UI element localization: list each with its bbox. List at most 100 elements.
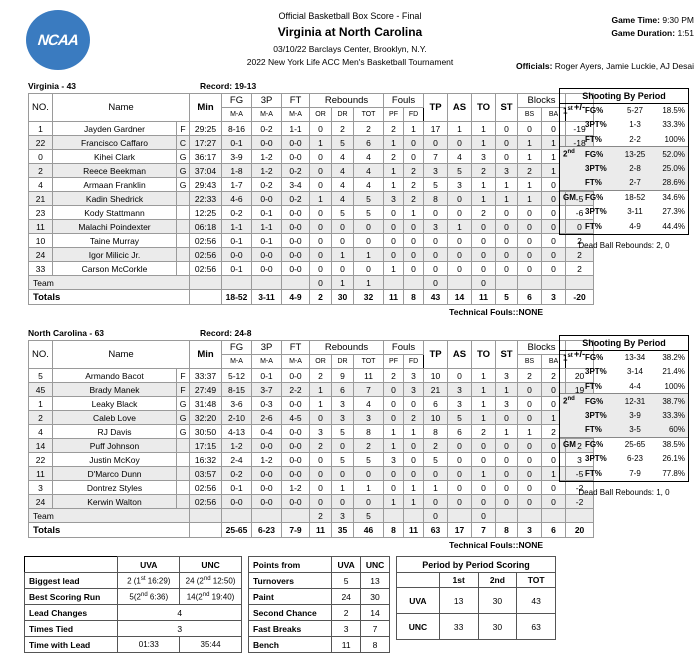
cell-tot: 8: [352, 424, 385, 439]
table-row[interactable]: 4 Armaan Franklin G 29:43 1-7 0-2 3-4 0 4 4 1 2 5 3 1 1…: [28, 177, 595, 192]
lead-row-label: Best Scoring Run: [23, 588, 119, 605]
officials-value: Roger Ayers, Jamie Luckie, AJ Desai: [554, 61, 694, 71]
cell-position: G: [176, 410, 190, 425]
lead-row-value: 3: [117, 620, 242, 637]
cell-tot: 5: [352, 205, 385, 220]
table-row[interactable]: 23 Kody Stattmann 12:25 0-2 0-1 0-0 0 5 5 0 1 0 0 2 0 0…: [28, 205, 595, 220]
th-pf: PF: [383, 107, 405, 122]
shooting-period: 1st: [563, 105, 573, 116]
cell-fg: 2-10: [221, 410, 252, 425]
shooting-period: [560, 452, 582, 467]
table-row[interactable]: 21 Kadin Shedrick 22:33 4-6 0-0 0-2 1 4 5 3 2 8 0 1 1 1…: [28, 191, 595, 206]
cell-team-ba: [541, 508, 567, 523]
cell-number: 24: [28, 247, 53, 262]
cell-totals-ft: 4-9: [281, 289, 310, 305]
shooting-percentage: 60%: [654, 422, 688, 437]
cell-team-fg: [221, 275, 252, 290]
game-title-block: Official Basketball Box Score - Final Vi…: [0, 10, 700, 68]
cell-bs: 0: [517, 438, 543, 453]
shooting-row: 3PT% 1-3 33.3%: [560, 118, 688, 133]
cell-plusminus: -2: [565, 494, 595, 509]
th-to: TO: [471, 93, 497, 122]
cell-as: 3: [447, 177, 473, 192]
cell-bs: 0: [517, 219, 543, 234]
cell-3p: 2-6: [251, 410, 282, 425]
shooting-made-attempted: 18-52: [616, 189, 654, 205]
cell-totals-fg: 25-65: [221, 522, 252, 538]
shooting-by-period-table: Shooting By Period 1st FG% 5-27 18.5% 3PT% 1-3…: [560, 89, 688, 234]
shooting-made-attempted: 3-11: [627, 207, 643, 217]
cell-team-or: 0: [309, 275, 332, 290]
table-row[interactable]: 33 Carson McCorkle 02:56 0-1 0-0 0-0 0 0 0 1 0 0 0 0 0…: [28, 261, 595, 276]
period-col-tot: TOT: [516, 572, 556, 588]
cell-st: 3: [495, 396, 519, 411]
shooting-stat-label: 3PT%: [585, 120, 607, 130]
shooting-period: [560, 365, 582, 380]
th-name: Name: [52, 340, 190, 369]
cell-ba: 0: [541, 247, 567, 262]
shooting-made-attempted: 12-31: [616, 393, 654, 408]
table-row[interactable]: 3 Dontrez Styles 02:56 0-1 0-0 1-2 0 1 1 0 1 1 0 0 0 0 0…: [28, 480, 595, 495]
shooting-period: [560, 422, 582, 437]
table-row[interactable]: 11 D'Marco Dunn 03:57 0-2 0-0 0-0 0 0 0 0 0 0 0 1 0 0 1-…: [28, 466, 595, 481]
cell-as: 0: [447, 247, 473, 262]
cell-team-as: [447, 275, 473, 290]
cell-pf: 1: [383, 424, 405, 439]
period-header-row: 1st 2nd TOT: [396, 572, 556, 588]
lead-row-unc: 24 (2nd 12:50): [179, 572, 242, 589]
th-tot: TOT: [352, 354, 385, 369]
cell-tp: 0: [423, 135, 449, 150]
shooting-row: FT% 7-9 77.8%: [560, 466, 688, 481]
shooting-row: 3PT% 3-14 21.4%: [560, 365, 688, 380]
cell-3p: 0-1: [251, 233, 282, 248]
cell-team-ft: [281, 275, 310, 290]
cell-ba: 0: [541, 494, 567, 509]
cell-to: 1: [471, 368, 497, 383]
cell-position: [176, 438, 190, 453]
cell-st: 0: [495, 121, 519, 136]
th-ft: FT: [281, 93, 310, 108]
table-row[interactable]: 1 Jayden Gardner F 29:25 8-16 0-2 1-1 0 2 2 2 1 17 1 1…: [28, 121, 595, 136]
cell-fg: 1-8: [221, 163, 252, 178]
shooting-period: [560, 379, 582, 394]
table-row[interactable]: 14 Puff Johnson 17:15 1-2 0-0 0-0 2 0 2 1 0 2 0 0 0 0 0 2: [28, 438, 595, 453]
cell-tot: 6: [352, 135, 385, 150]
cell-ft: 0-0: [281, 438, 310, 453]
cell-to: 0: [471, 247, 497, 262]
table-row[interactable]: 10 Taine Murray 02:56 0-1 0-1 0-0 0 0 0 0 0 0 0 0 0 0 0 2: [28, 233, 595, 248]
cell-pf: 0: [383, 233, 405, 248]
shooting-made-attempted: 4-9: [629, 221, 641, 231]
table-row[interactable]: 45 Brady Manek F 27:49 8-15 3-7 2-2 1 6 7 0 3 21 3 1 1 0…: [28, 382, 595, 397]
cell-totals-min: [189, 522, 222, 538]
team-block: North Carolina - 63 Record: 24-8 NO. Name Mi…: [0, 327, 700, 552]
table-row[interactable]: 24 Igor Milicic Jr. 02:56 0-0 0-0 0-0 0 1 1 0 0 0 0 0…: [28, 247, 595, 262]
cell-name: RJ Davis: [52, 424, 177, 439]
table-row[interactable]: 11 Malachi Poindexter 06:18 1-1 1-1 0-0 0 0 0 0 0 3…: [28, 219, 595, 234]
table-row[interactable]: 24 Kerwin Walton 02:56 0-0 0-0 0-0 0 0 0 1 1 0 0 0 0 0 0…: [28, 494, 595, 509]
cell-or: 0: [309, 480, 332, 495]
cell-position: G: [176, 424, 190, 439]
cell-team-3p: [251, 275, 282, 290]
cell-ft: 0-0: [281, 261, 310, 276]
table-row[interactable]: 2 Reece Beekman G 37:04 1-8 1-2 0-2 0 4 4 1 2 3 5 2 3 2 1…: [28, 163, 595, 178]
table-row[interactable]: 22 Francisco Caffaro C 17:27 0-1 0-0 0-0 1 5 6 1 0 0…: [28, 135, 595, 150]
cell-pf: 1: [383, 177, 405, 192]
cell-plusminus: -19: [565, 121, 595, 136]
cell-st: 0: [495, 452, 519, 467]
points-row-uva: 11: [331, 636, 362, 653]
cell-tp: 0: [423, 233, 449, 248]
cell-dr: 2: [331, 121, 354, 136]
cell-bs: 2: [517, 163, 543, 178]
cell-tp: 8: [423, 191, 449, 206]
cell-totals-ft: 7-9: [281, 522, 310, 538]
cell-ft: 0-0: [281, 424, 310, 439]
table-row[interactable]: 5 Armando Bacot F 33:37 5-12 0-1 0-0 2 9 11 2 3 10 0 1…: [28, 368, 595, 383]
cell-bs: 2: [517, 368, 543, 383]
cell-fd: 0: [403, 219, 425, 234]
cell-fg: 8-15: [221, 382, 252, 397]
table-row[interactable]: 22 Justin McKoy 16:32 2-4 1-2 0-0 0 5 5 3 0 5 0 0 0 0 0 3: [28, 452, 595, 467]
